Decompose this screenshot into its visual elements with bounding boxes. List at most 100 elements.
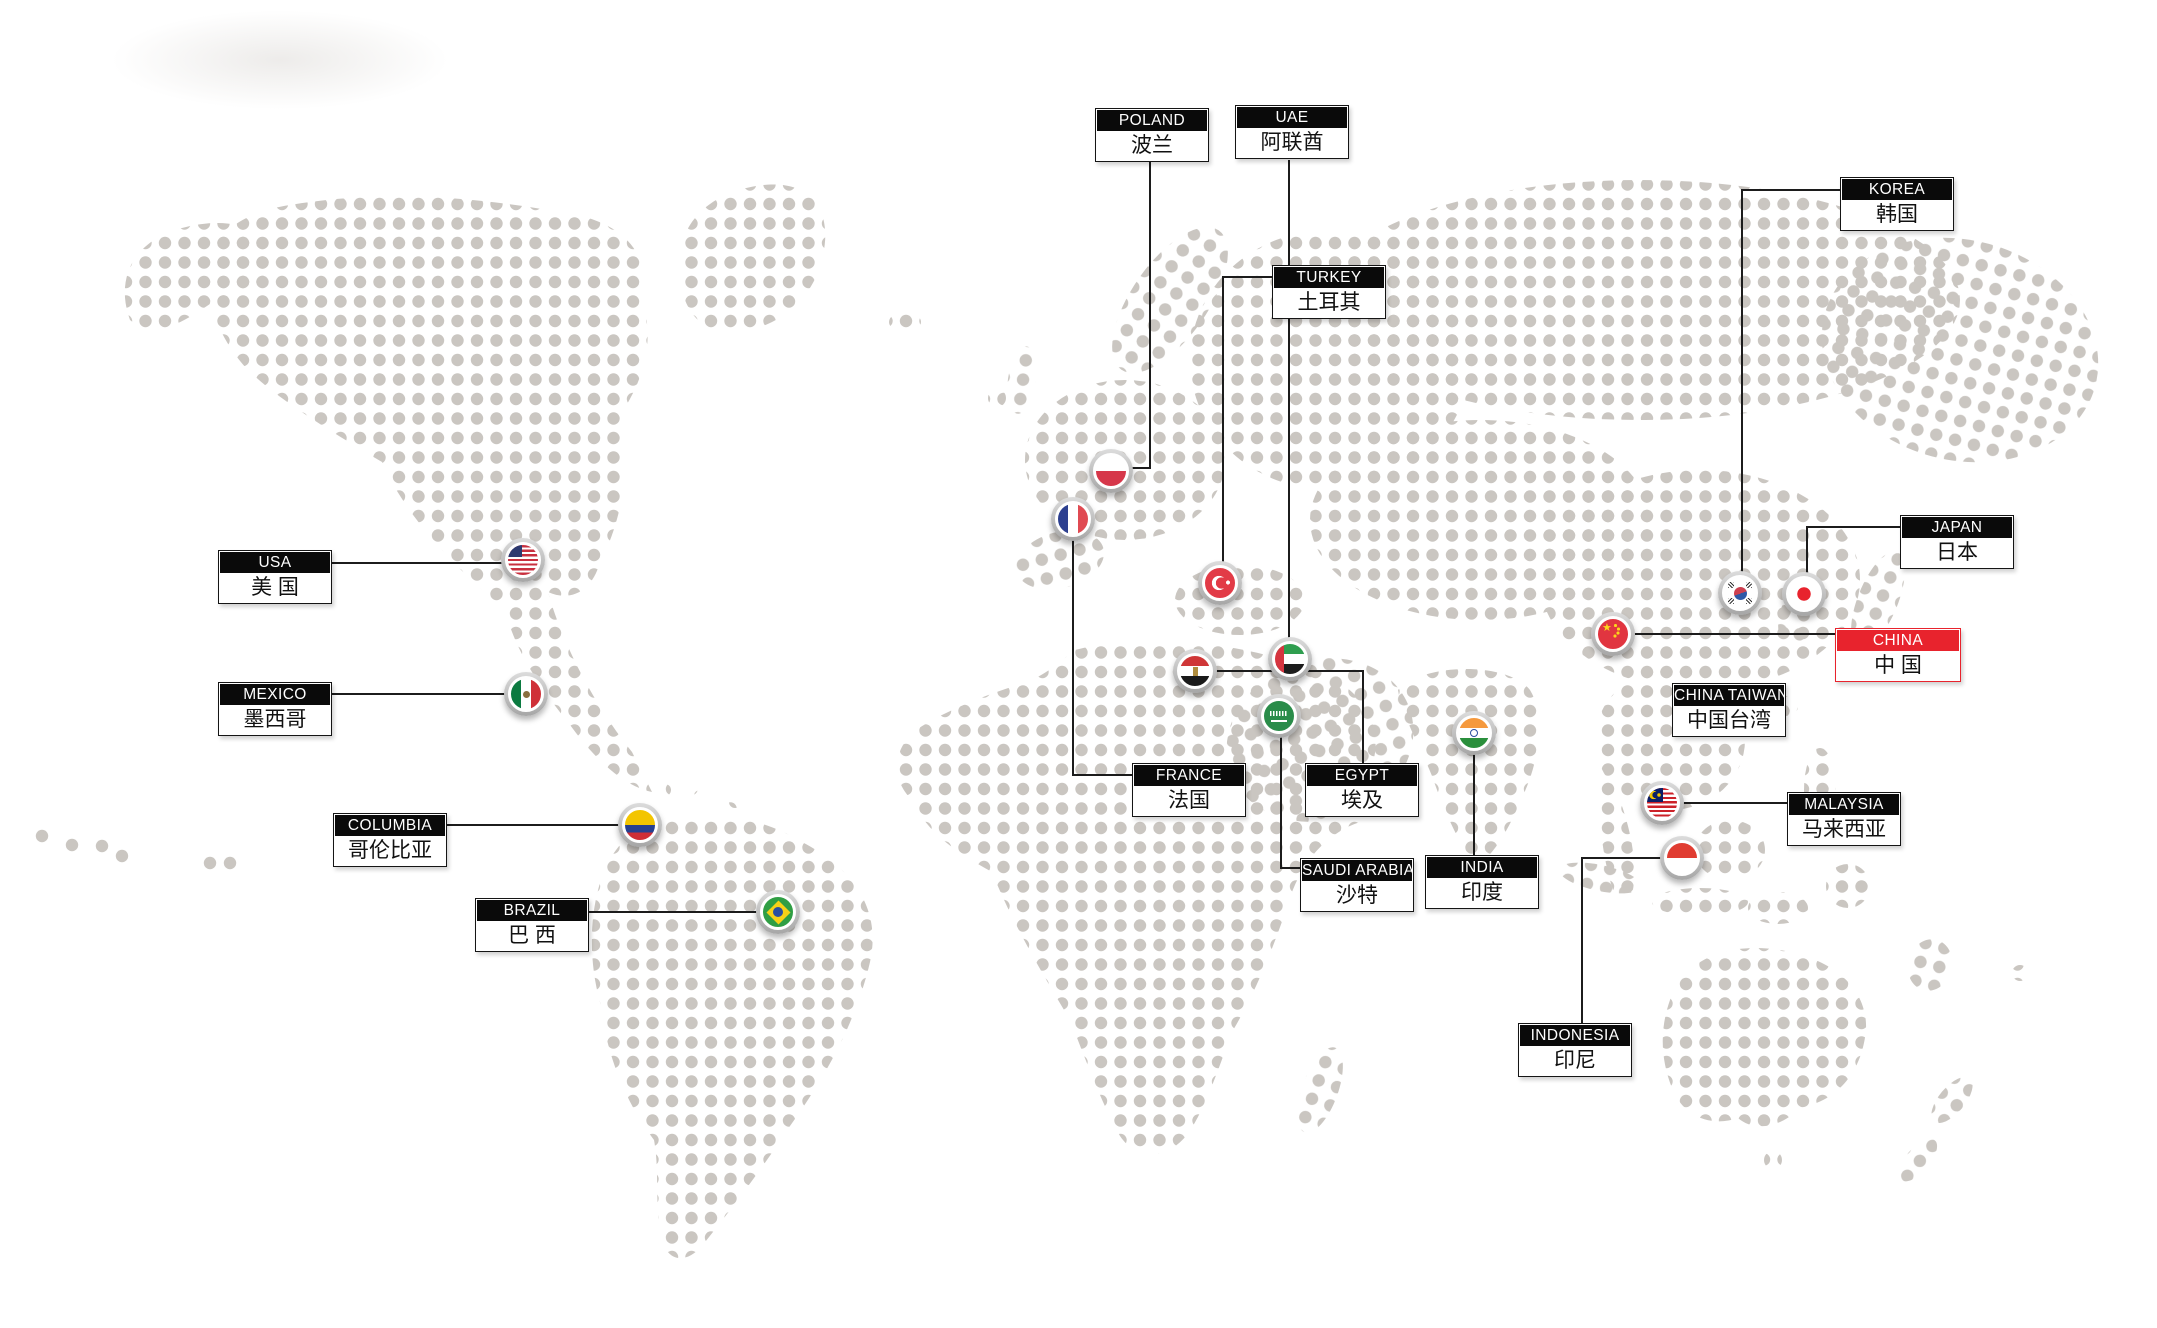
india-flag-pin (1452, 711, 1496, 755)
landmass-tasmania (1764, 1151, 1782, 1169)
leader-line-brazil (587, 911, 757, 913)
indonesia-flag-icon (1664, 840, 1700, 876)
leader-line-japan-v (1806, 526, 1808, 574)
country-name-zh: 中 国 (1874, 654, 1922, 677)
country-label-china-taiwan: CHINA TAIWAN 中国台湾 (1672, 683, 1786, 737)
leader-line-saudi-arabia-v (1280, 737, 1282, 869)
leader-line-turkey-v (1222, 276, 1224, 563)
leader-line-malaysia (1682, 802, 1789, 804)
country-name-zh: 韩国 (1876, 203, 1918, 226)
landmass-pacific-island (2012, 965, 2028, 981)
landmass-ireland (988, 389, 1006, 407)
country-name-zh: 沙特 (1336, 884, 1378, 907)
japan-flag-icon (1786, 576, 1822, 612)
france-flag-pin (1051, 497, 1095, 541)
country-name-zh: 哥伦比亚 (348, 839, 432, 862)
leader-line-china (1633, 633, 1837, 635)
landmass-caribbean-3 (729, 796, 741, 808)
country-name-en: SAUDI ARABIA (1302, 860, 1412, 881)
leader-line-korea-v (1741, 189, 1743, 573)
leader-line-mexico (330, 693, 506, 695)
landmass-sumatra (1558, 862, 1642, 894)
landmass-new-zealand-south (1898, 1138, 1938, 1182)
egypt-flag-pin (1173, 649, 1217, 693)
country-label-japan: JAPAN 日本 (1900, 515, 2014, 569)
poland-flag-pin (1089, 449, 1133, 493)
country-label-malaysia: MALAYSIA 马来西亚 (1787, 792, 1901, 846)
malaysia-flag-icon (1644, 785, 1680, 821)
uae-flag-pin (1268, 637, 1312, 681)
landmass-new-zealand-north (1931, 1076, 1973, 1124)
landmass-hawaii-1 (35, 829, 49, 843)
country-name-zh: 印尼 (1554, 1049, 1596, 1072)
landmass-hawaii-2 (65, 838, 79, 852)
leader-line-turkey-h (1222, 276, 1274, 278)
country-name-en: COLUMBIA (335, 815, 445, 836)
country-label-brazil: BRAZIL 巴 西 (475, 898, 589, 952)
landmass-africa (896, 640, 1386, 1154)
country-name-en: INDIA (1427, 857, 1537, 878)
country-name-zh: 波兰 (1131, 134, 1173, 157)
colombia-flag-icon (622, 807, 658, 843)
country-name-en: MALAYSIA (1789, 794, 1899, 815)
country-name-zh: 土耳其 (1297, 291, 1361, 314)
landmass-hawaii-5 (203, 856, 217, 870)
landmass-lesser-sunda (1748, 892, 1808, 924)
country-label-india: INDIA 印度 (1425, 855, 1539, 909)
poland-flag-icon (1093, 453, 1129, 489)
landmass-caribbean-2 (694, 790, 706, 802)
landmass-sulawesi (1826, 864, 1870, 908)
country-name-en: JAPAN (1902, 517, 2012, 538)
saudi-arabia-flag-pin (1257, 694, 1301, 738)
leader-line-france-v (1072, 540, 1074, 776)
brazil-flag-icon (760, 894, 796, 930)
japan-flag-pin (1782, 572, 1826, 616)
mexico-flag-pin (504, 672, 548, 716)
country-name-en: EGYPT (1307, 765, 1417, 786)
landmass-greenland (678, 184, 826, 332)
uae-flag-icon (1272, 641, 1308, 677)
country-name-zh: 印度 (1461, 881, 1503, 904)
country-label-china-highlighted: CHINA 中 国 (1835, 628, 1961, 682)
leader-line-usa (330, 562, 502, 564)
leader-line-france-h (1072, 774, 1134, 776)
landmass-siberia (1320, 180, 1960, 420)
landmass-northeast-asia (1821, 237, 2099, 463)
egypt-flag-icon (1177, 653, 1213, 689)
saudi-arabia-flag-icon (1261, 698, 1297, 734)
country-name-en: FRANCE (1134, 765, 1244, 786)
country-name-zh: 日本 (1936, 541, 1978, 564)
country-label-indonesia: INDONESIA 印尼 (1518, 1023, 1632, 1077)
country-label-uae: UAE 阿联酋 (1235, 105, 1349, 159)
france-flag-icon (1055, 501, 1091, 537)
country-name-zh: 墨西哥 (243, 708, 307, 731)
country-label-mexico: MEXICO 墨西哥 (218, 682, 332, 736)
country-name-zh: 中国台湾 (1687, 709, 1771, 732)
country-label-poland: POLAND 波兰 (1095, 108, 1209, 162)
country-name-en: TURKEY (1274, 267, 1384, 288)
malaysia-flag-pin (1640, 781, 1684, 825)
country-name-zh: 马来西亚 (1802, 818, 1886, 841)
leader-line-india (1473, 754, 1475, 857)
country-name-en: USA (220, 552, 330, 573)
landmass-scandinavia (1112, 227, 1228, 373)
landmass-iceland (889, 312, 921, 332)
landmass-south-america (591, 815, 873, 1259)
landmass-hawaii-3 (95, 839, 109, 853)
leader-line-korea-h (1741, 189, 1842, 191)
country-name-en: MEXICO (220, 684, 330, 705)
country-name-en: INDONESIA (1520, 1025, 1630, 1046)
leader-line-indonesia-v (1581, 857, 1583, 1025)
country-name-zh: 巴 西 (508, 924, 556, 947)
usa-flag-pin (501, 538, 545, 582)
country-name-en: BRAZIL (477, 900, 587, 921)
leader-line-columbia (445, 824, 619, 826)
country-label-france: FRANCE 法国 (1132, 763, 1246, 817)
china-flag-icon (1595, 616, 1631, 652)
indonesia-flag-pin (1660, 836, 1704, 880)
country-name-zh: 阿联酋 (1260, 131, 1324, 154)
landmass-australia (1662, 948, 1867, 1127)
landmass-india (1398, 668, 1540, 864)
landmass-borneo (1695, 820, 1765, 880)
